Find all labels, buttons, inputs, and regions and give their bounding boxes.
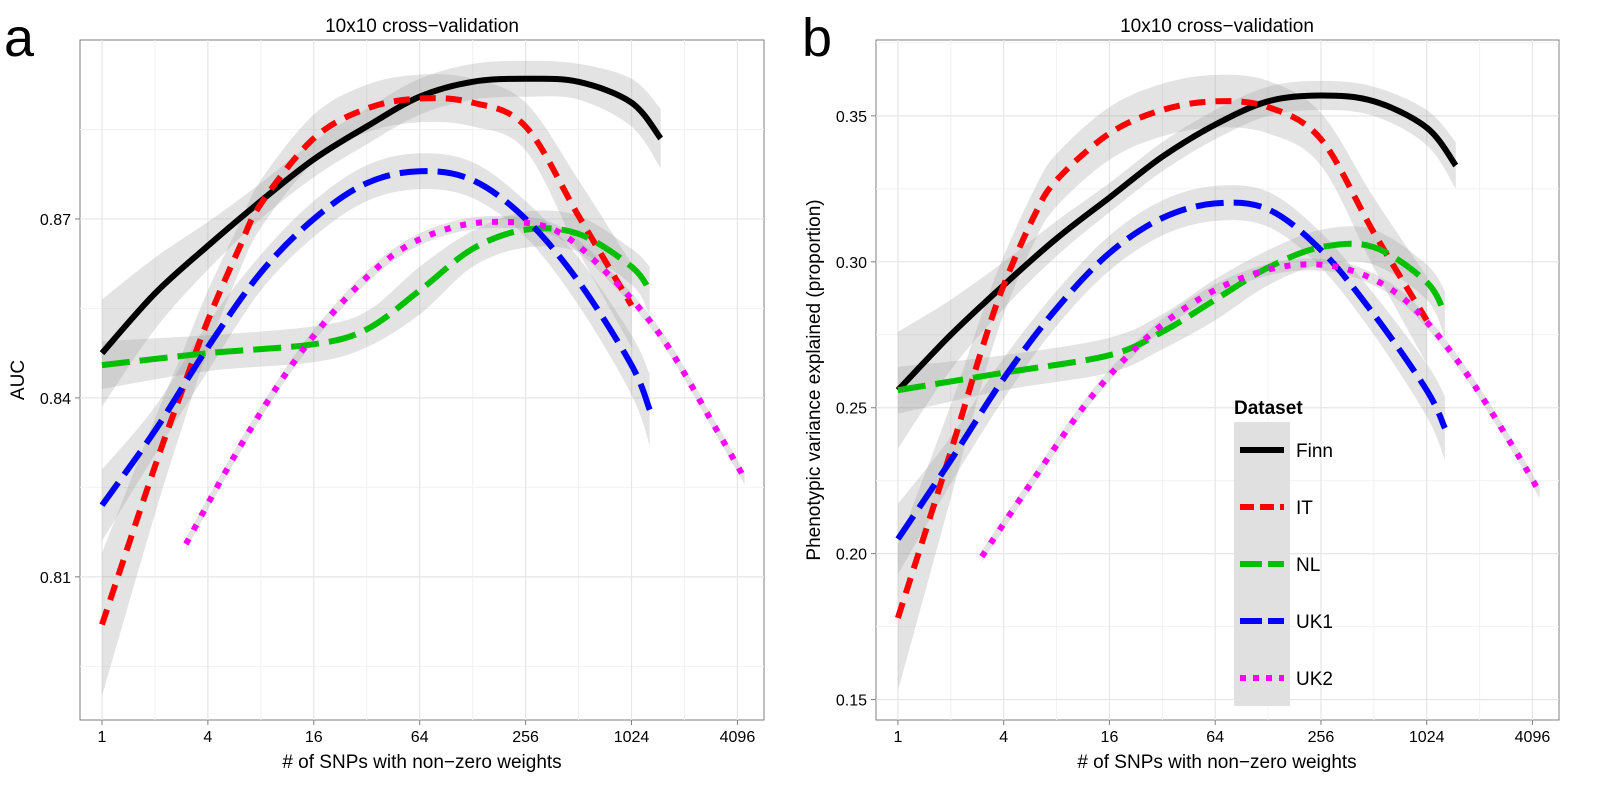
series-line-finn [99,75,664,356]
panel-b-x-tick-label: 4 [999,729,1008,746]
panel-a-letter: a [4,8,35,68]
panel-b-x-tick-label: 16 [1101,729,1119,746]
panel-b-y-tick-label: 0.15 [836,693,867,710]
panel-a-grid [75,40,764,725]
panel-b-y-ticks: 0.15 0.20 0.25 0.30 0.35 [836,109,867,710]
panel-a-series-lines [99,75,748,626]
panel-a-x-axis-label: # of SNPs with non−zero weights [282,752,561,773]
panel-b-x-tick-label: 1024 [1409,729,1445,746]
panel-a-x-ticks: 1 4 16 64 256 1024 4096 [98,729,756,746]
series-line-nl [101,225,653,369]
panel-a-x-tick-label: 1024 [614,729,650,746]
panel-b-y-tick-label: 0.30 [836,255,867,272]
series-line-uk2 [183,218,748,546]
panel-a-x-tick-label: 16 [305,729,323,746]
panel-b-x-tick-label: 64 [1206,729,1224,746]
panel-a-x-tick-label: 256 [512,729,539,746]
panel-a-y-axis-label: AUC [8,360,29,400]
panel-a-title: 10x10 cross−validation [325,16,519,37]
ci-ribbon-nl [102,210,650,389]
panel-b-x-tick-label: 4096 [1515,729,1551,746]
panel-a-x-tick-label: 1 [98,729,107,746]
panel-b-y-axis-label: Phenotypic variance explained (proportio… [804,199,825,560]
panel-a-x-tick-label: 4 [203,729,212,746]
panel-b-letter: b [802,8,832,68]
legend-label-uk1: UK1 [1296,612,1333,633]
legend-label-nl: NL [1296,555,1320,576]
series-line-nl [897,240,1448,394]
legend: Dataset Finn IT NL UK1 UK2 [1234,398,1333,706]
series-line-uk1 [895,199,1448,541]
panel-a-y-ticks: 0.81 0.84 0.87 [40,212,71,587]
panel-b-x-ticks: 1 4 16 64 256 1024 4096 [893,729,1550,746]
panel-b: b 10x10 cross−validation 1 4 16 64 256 1… [802,8,1560,773]
panel-a-y-tick-label: 0.81 [40,570,71,587]
panel-b-x-axis-label: # of SNPs with non−zero weights [1077,752,1356,773]
series-line-uk1 [99,168,653,508]
legend-label-it: IT [1296,498,1313,519]
panel-a-x-tick-label: 4096 [720,729,756,746]
series-line-it [99,95,635,626]
panel-b-series-lines [895,92,1543,619]
panel-b-x-tick-label: 256 [1308,729,1335,746]
series-line-finn [895,92,1459,393]
legend-label-finn: Finn [1296,441,1333,462]
panel-a-plot-area [79,39,765,721]
panel-b-y-tick-label: 0.35 [836,109,867,126]
ci-ribbon-uk1 [897,185,1445,575]
panel-a-x-tick-label: 64 [411,729,429,746]
panel-b-title: 10x10 cross−validation [1120,16,1314,37]
panel-a-y-tick-label: 0.87 [40,212,71,229]
ci-ribbon-finn [102,60,661,407]
ci-ribbon-uk1 [102,153,650,542]
panel-a: a 10x10 cross−validation 1 4 16 64 256 1… [4,8,765,773]
legend-title: Dataset [1234,398,1303,419]
legend-label-uk2: UK2 [1296,669,1333,690]
ci-ribbon-it [897,74,1427,691]
panel-a-ci-ribbons [102,60,745,697]
series-line-uk2 [979,261,1543,559]
legend-keys [1240,447,1284,681]
panel-a-y-tick-label: 0.84 [40,391,71,408]
panel-b-x-tick-label: 1 [893,729,902,746]
panel-b-y-tick-label: 0.20 [836,547,867,564]
series-line-it [895,98,1430,619]
panel-b-grid [871,40,1559,725]
panel-b-y-tick-label: 0.25 [836,401,867,418]
